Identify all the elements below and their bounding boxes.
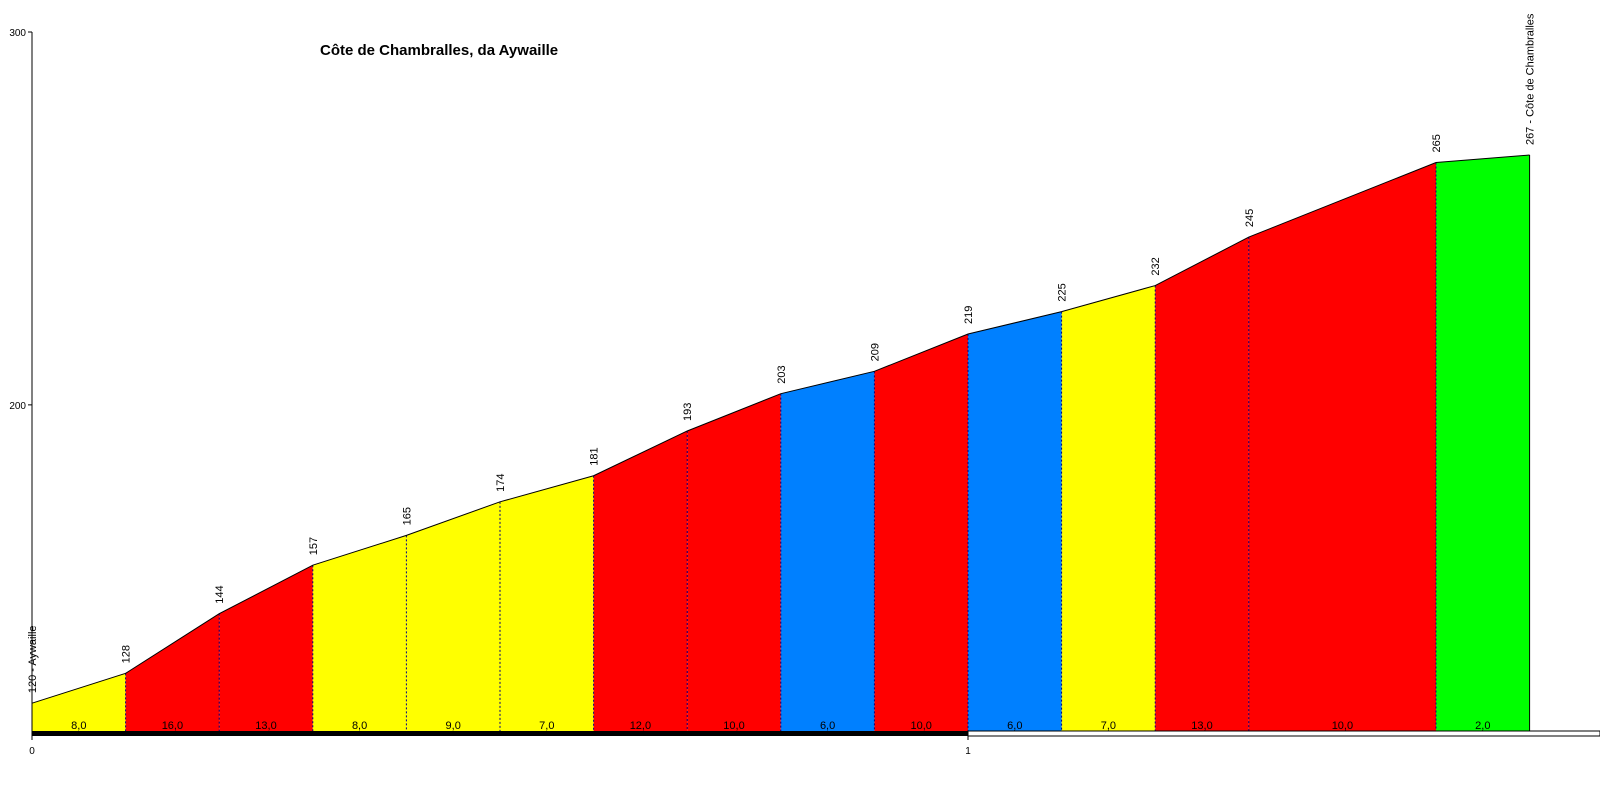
segment-grade-label: 10,0 xyxy=(723,720,744,732)
segment-grade-label: 10,0 xyxy=(1332,720,1353,732)
elevation-label: 181 xyxy=(589,447,601,465)
segment-grade-label: 16,0 xyxy=(162,720,183,732)
elevation-label: 219 xyxy=(963,306,975,324)
gradient-segment xyxy=(125,613,220,735)
segment-grade-label: 13,0 xyxy=(1191,720,1212,732)
gradient-segment xyxy=(312,535,407,735)
x-tick-label: 1 xyxy=(965,746,971,757)
elevation-label: 265 xyxy=(1431,134,1443,152)
elevation-label: 128 xyxy=(121,645,133,663)
gradient-segment xyxy=(780,371,875,735)
elevation-labels: 120 - Aywaille 128 144 157 165 174 181 193 203 20… xyxy=(27,13,1537,693)
elevation-label: 203 xyxy=(776,365,788,383)
gradient-segment xyxy=(500,475,594,735)
elevation-label: 267 - Côte de Chambralles xyxy=(1525,13,1537,145)
segment-grade-label: 2,0 xyxy=(1475,720,1490,732)
y-tick-label: 200 xyxy=(9,401,26,412)
elevation-label: 193 xyxy=(682,403,694,421)
elevation-label: 225 xyxy=(1057,283,1069,301)
scale-bar-black-km xyxy=(32,731,968,736)
segment-grade-label: 12,0 xyxy=(630,720,651,732)
segment-dividers xyxy=(125,155,1531,735)
segment-grade-label: 7,0 xyxy=(539,720,554,732)
x-tick-label: 0 xyxy=(29,746,35,757)
gradient-segment xyxy=(968,311,1062,735)
elevation-label: 232 xyxy=(1150,257,1162,275)
gradient-segment xyxy=(1248,162,1436,736)
elevation-label: 245 xyxy=(1244,209,1256,227)
gradient-segment xyxy=(406,501,500,735)
y-tick-label: 300 xyxy=(9,28,26,39)
gradient-segment xyxy=(593,430,688,735)
elevation-label: 120 - Aywaille xyxy=(27,625,39,693)
elevation-label: 157 xyxy=(308,537,320,555)
segment-grade-label: 13,0 xyxy=(255,720,276,732)
segment-grade-label: 6,0 xyxy=(820,720,835,732)
segment-grade-label: 7,0 xyxy=(1101,720,1116,732)
gradient-segment xyxy=(687,393,781,735)
elevation-label: 174 xyxy=(495,473,507,491)
gradient-segments xyxy=(32,155,1530,736)
gradient-segment xyxy=(219,565,313,735)
segment-grade-label: 8,0 xyxy=(71,720,86,732)
gradient-segment xyxy=(32,673,126,735)
gradient-segment xyxy=(1436,155,1530,736)
scale-bar-white-km xyxy=(967,730,1600,737)
profile-outline xyxy=(31,154,1530,704)
gradient-segment xyxy=(1155,237,1249,736)
gradient-segment xyxy=(874,334,968,735)
grade-labels: 8,0 16,0 13,0 8,0 9,0 7,0 12,0 10,0 6,0 10,0 6,0 7,… xyxy=(71,720,1490,732)
segment-grade-label: 6,0 xyxy=(1007,720,1022,732)
segment-grade-label: 10,0 xyxy=(910,720,931,732)
elevation-label: 165 xyxy=(401,507,413,525)
segment-grade-label: 8,0 xyxy=(352,720,367,732)
axis-ticks: 200 300 0 1 xyxy=(9,28,971,757)
segment-grade-label: 9,0 xyxy=(446,720,461,732)
gradient-segment xyxy=(1061,285,1156,735)
elevation-label: 209 xyxy=(869,343,881,361)
elevation-label: 144 xyxy=(214,585,226,603)
chart-title: Côte de Chambralles, da Aywaille xyxy=(320,42,558,59)
